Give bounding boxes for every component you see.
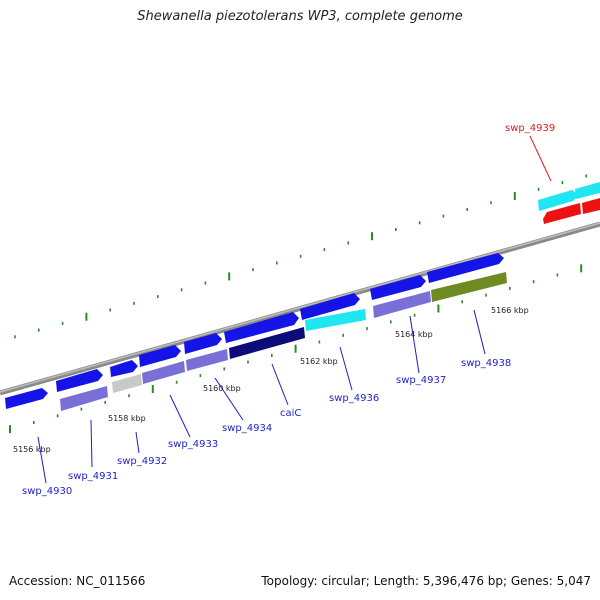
reverse-strand-genes xyxy=(60,198,600,411)
gene-arrow[interactable] xyxy=(56,369,103,392)
gene-block[interactable] xyxy=(229,327,305,359)
gene-block[interactable] xyxy=(305,309,366,331)
gene-arrow[interactable] xyxy=(575,182,600,199)
gene-arrow[interactable] xyxy=(538,190,579,211)
genome-stats-text: Topology: circular; Length: 5,396,476 bp… xyxy=(261,574,591,588)
gene-arrow[interactable] xyxy=(184,333,222,354)
tick-track-inner xyxy=(9,264,583,434)
gene-block[interactable] xyxy=(112,374,142,393)
gene-label-swp-4936[interactable]: swp_4936 xyxy=(329,393,379,404)
gene-block[interactable] xyxy=(142,361,185,384)
gene-label-swp-4933[interactable]: swp_4933 xyxy=(168,439,218,450)
kbp-label: 5164 kbp xyxy=(395,330,433,339)
gene-arrow[interactable] xyxy=(224,312,299,343)
gene-block[interactable] xyxy=(186,349,228,371)
gene-label-swp-4931[interactable]: swp_4931 xyxy=(68,471,118,482)
gene-label-swp-4932[interactable]: swp_4932 xyxy=(117,456,167,467)
gene-label-swp-4938[interactable]: swp_4938 xyxy=(461,358,511,369)
label-leaders xyxy=(37,309,486,484)
gene-block[interactable] xyxy=(60,386,108,411)
kbp-label: 5156 kbp xyxy=(13,445,51,454)
gene-label-swp-4939[interactable]: swp_4939 xyxy=(505,123,555,134)
gene-arrow[interactable] xyxy=(427,253,504,283)
accession-text: Accession: NC_011566 xyxy=(9,574,146,588)
gene-block[interactable] xyxy=(373,291,431,318)
gene-label-swp-4930[interactable]: swp_4930 xyxy=(22,486,72,497)
kbp-label: 5162 kbp xyxy=(300,357,338,366)
gene-label-swp-4934[interactable]: swp_4934 xyxy=(222,423,272,434)
gene-arrow[interactable] xyxy=(5,388,48,409)
tick-track-outer xyxy=(14,174,588,339)
gene-block[interactable] xyxy=(431,272,507,302)
label-leader-red xyxy=(529,135,552,182)
kbp-label: 5158 kbp xyxy=(108,414,146,423)
map-title: Shewanella piezotolerans WP3, complete g… xyxy=(137,9,463,24)
gene-arrow[interactable] xyxy=(370,275,426,300)
gene-arrow[interactable] xyxy=(110,360,138,377)
gene-arrow[interactable] xyxy=(139,345,181,367)
gene-block[interactable] xyxy=(582,198,600,214)
genome-backbone xyxy=(0,221,600,396)
gene-label-swp-4937[interactable]: swp_4937 xyxy=(396,375,446,386)
gene-label-caic[interactable]: caiC xyxy=(280,408,301,419)
gene-arrow[interactable] xyxy=(300,293,360,320)
gene-arrow-reverse[interactable] xyxy=(543,203,581,224)
kbp-label: 5166 kbp xyxy=(491,306,529,315)
forward-strand-genes xyxy=(5,182,600,409)
